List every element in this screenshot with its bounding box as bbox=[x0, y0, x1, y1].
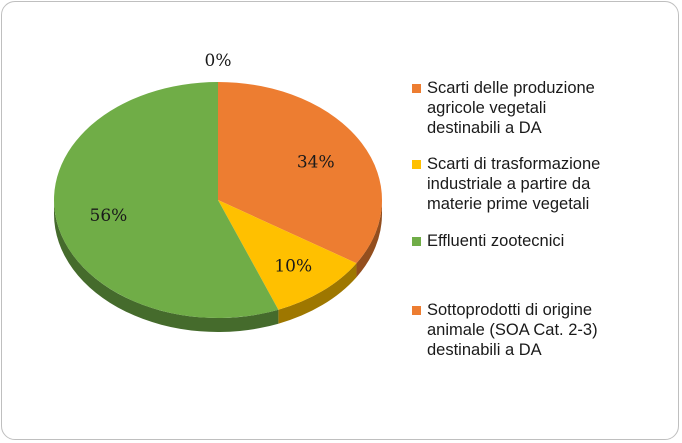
data-label-1: 10% bbox=[274, 256, 312, 276]
legend-label: Sottoprodotti di origine animale (SOA Ca… bbox=[427, 301, 598, 359]
legend-label: Scarti delle produzione agricole vegetal… bbox=[427, 79, 595, 137]
data-label-2: 56% bbox=[90, 206, 128, 226]
pie-side-2 bbox=[54, 200, 279, 332]
pie-slice-0 bbox=[218, 82, 383, 264]
pie-side-0 bbox=[356, 200, 382, 278]
legend-item-livestock-effluents: Effluenti zootecnici bbox=[412, 231, 564, 251]
legend-item-animal-byproducts: Sottoprodotti di origine animale (SOA Ca… bbox=[412, 300, 598, 360]
legend-swatch bbox=[412, 306, 421, 315]
data-label-0: 34% bbox=[297, 152, 335, 172]
pie-slice-2 bbox=[53, 82, 279, 318]
legend-swatch bbox=[412, 237, 421, 246]
legend-label: Scarti di trasformazione industriale a p… bbox=[427, 155, 601, 213]
legend-swatch bbox=[412, 160, 421, 169]
legend-swatch bbox=[412, 84, 421, 93]
legend-item-industrial-waste: Scarti di trasformazione industriale a p… bbox=[412, 154, 600, 214]
pie-side-1 bbox=[278, 263, 357, 324]
legend-label: Effluenti zootecnici bbox=[427, 232, 565, 250]
pie-slice-1 bbox=[218, 200, 357, 310]
data-label-3: 0% bbox=[205, 51, 232, 71]
pie-side bbox=[54, 200, 382, 332]
legend-item-agricultural-waste: Scarti delle produzione agricole vegetal… bbox=[412, 78, 595, 138]
